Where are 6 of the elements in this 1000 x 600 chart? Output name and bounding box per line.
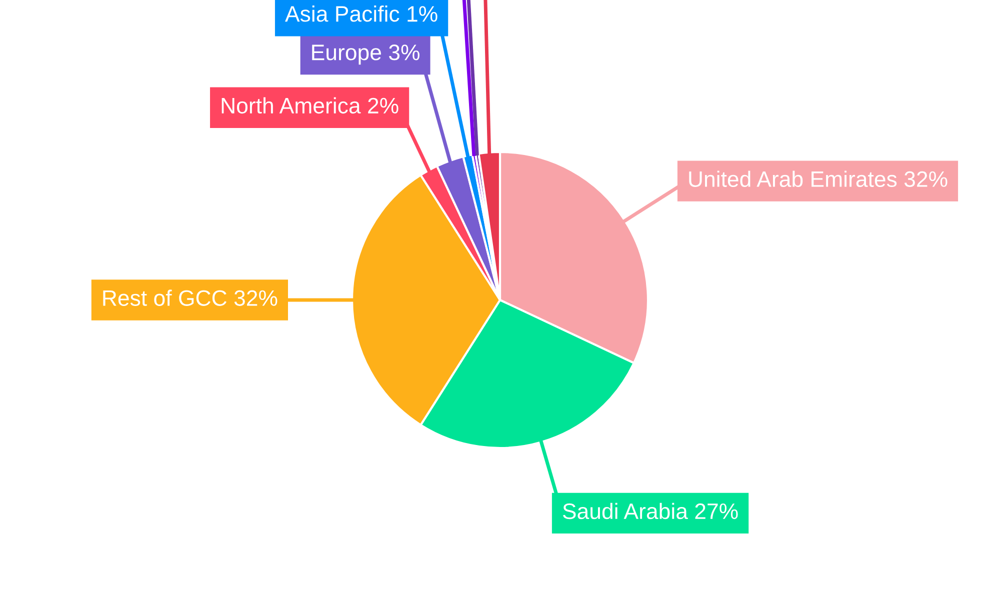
slice-label: United Arab Emirates 32%: [689, 170, 948, 188]
slice-label: Saudi Arabia 27%: [562, 502, 738, 520]
slice-label: North America 2%: [222, 97, 398, 114]
slice-label: Rest of GCC 32%: [103, 290, 278, 306]
slice-label: Europe 3%: [312, 44, 420, 65]
slice-label: Asia Pacific 1%: [285, 5, 438, 22]
